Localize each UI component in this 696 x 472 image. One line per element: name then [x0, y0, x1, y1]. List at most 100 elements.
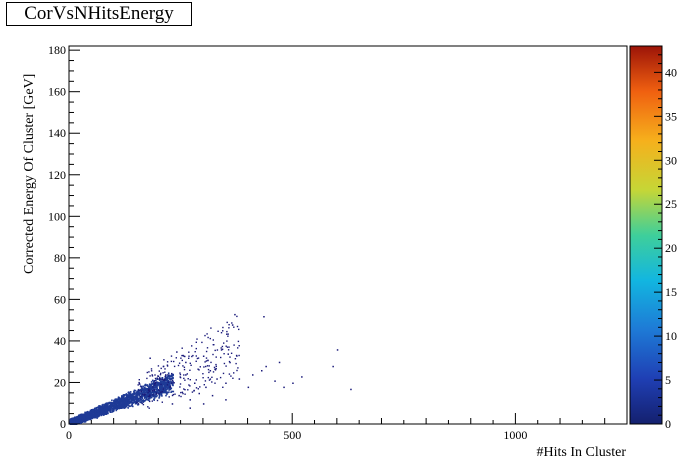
data-point: [149, 394, 151, 396]
data-point: [157, 375, 159, 377]
data-point: [165, 382, 168, 385]
data-point: [142, 390, 144, 392]
data-point: [197, 388, 199, 390]
data-point: [140, 396, 143, 398]
data-point: [160, 378, 162, 380]
data-point: [161, 382, 164, 385]
data-point: [215, 356, 217, 358]
data-point: [107, 405, 110, 408]
plot-border: [68, 45, 628, 425]
data-point: [177, 364, 180, 367]
data-point: [140, 390, 143, 392]
data-point: [149, 375, 151, 377]
data-point: [201, 341, 203, 344]
data-point: [89, 418, 92, 420]
data-point: [168, 388, 170, 391]
data-point: [168, 396, 170, 398]
data-point: [78, 422, 80, 424]
data-point: [158, 376, 161, 379]
data-point: [97, 406, 99, 409]
data-point: [205, 357, 208, 359]
data-point: [126, 394, 129, 397]
data-point: [166, 364, 169, 366]
data-point: [165, 374, 167, 376]
data-point: [178, 362, 181, 364]
data-point: [161, 378, 163, 380]
data-point: [168, 385, 170, 388]
data-point: [204, 334, 206, 337]
data-point: [147, 391, 149, 394]
data-point: [124, 402, 127, 405]
data-point: [165, 392, 168, 394]
data-point: [171, 372, 173, 375]
data-point: [148, 383, 151, 385]
data-point: [106, 410, 109, 413]
data-point: [223, 342, 225, 344]
data-point: [158, 394, 161, 397]
data-point: [182, 354, 184, 357]
y-tick-label: 40: [54, 334, 66, 348]
data-point: [154, 395, 156, 398]
data-point: [184, 393, 186, 395]
data-point: [167, 380, 169, 382]
data-point: [128, 394, 131, 397]
data-point: [163, 359, 165, 361]
data-point: [222, 386, 224, 388]
data-point: [247, 386, 250, 389]
data-point: [98, 414, 100, 416]
data-point: [116, 398, 118, 401]
data-point: [227, 333, 229, 335]
data-point: [229, 356, 231, 358]
data-point: [214, 369, 217, 371]
data-point: [74, 418, 76, 420]
x-tick-label: 1000: [503, 428, 527, 442]
data-point: [122, 395, 125, 398]
data-point: [94, 410, 97, 413]
data-point: [130, 399, 132, 401]
data-point: [211, 376, 213, 378]
data-point: [89, 413, 92, 415]
data-point: [82, 418, 85, 421]
data-point: [190, 364, 192, 366]
data-point: [172, 377, 174, 380]
data-point: [168, 375, 170, 378]
data-point: [80, 418, 82, 420]
data-point: [96, 410, 99, 412]
data-point: [76, 416, 79, 419]
data-point: [109, 406, 112, 409]
data-point: [151, 390, 154, 393]
data-point: [189, 407, 191, 409]
scatter-points: [69, 313, 352, 425]
data-point: [233, 344, 235, 346]
data-point: [158, 370, 160, 372]
data-point: [183, 377, 185, 380]
data-point: [226, 340, 228, 342]
data-point: [148, 397, 150, 400]
data-point: [148, 390, 150, 392]
data-point: [168, 382, 170, 384]
data-point: [188, 351, 190, 353]
data-point: [146, 377, 148, 380]
data-point: [154, 392, 157, 394]
data-point: [133, 390, 135, 393]
data-point: [164, 376, 167, 379]
data-point: [116, 400, 119, 402]
data-point: [189, 399, 191, 401]
data-point: [147, 392, 149, 395]
data-point: [170, 382, 173, 384]
data-point: [130, 396, 132, 399]
data-point: [144, 391, 147, 394]
data-point: [165, 386, 168, 388]
data-point: [71, 422, 74, 425]
data-point: [141, 387, 144, 389]
data-point: [227, 349, 230, 351]
data-point: [146, 392, 148, 394]
data-point: [131, 396, 134, 398]
data-point: [69, 419, 72, 421]
data-point: [149, 397, 151, 399]
data-point: [98, 408, 100, 411]
colorbar-tick-label: 40: [665, 65, 677, 79]
data-point: [129, 393, 131, 395]
data-point: [115, 398, 117, 401]
data-point: [195, 355, 197, 357]
